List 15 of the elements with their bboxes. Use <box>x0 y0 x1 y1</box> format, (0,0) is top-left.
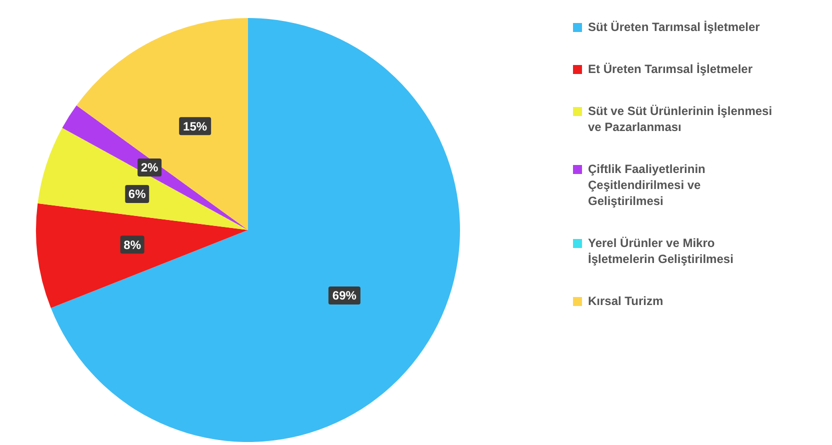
data-label: 2% <box>140 160 159 175</box>
data-label: 6% <box>128 187 146 202</box>
pie-slice <box>76 18 248 230</box>
legend-label: Süt ve Süt Ürünlerinin İşlenmesi ve Pazarlanması <box>588 104 772 134</box>
legend-label: Süt Üreten Tarımsal İşletmeler <box>588 20 760 34</box>
pie-slice <box>50 18 460 442</box>
data-label: 8% <box>124 238 142 252</box>
legend-label: Çiftlik Faaliyetlerinin Çeşitlendirilmesi ve Geliştirilmesi <box>588 162 706 208</box>
data-label: 15% <box>183 119 208 134</box>
legend-label: Yerel Ürünler ve Mikro İşletmelerin Geliştirilmesi <box>588 236 734 266</box>
pie-slice <box>36 203 248 308</box>
legend-label: Kırsal Turizm <box>588 294 664 308</box>
pie-slice <box>62 105 248 230</box>
legend-label: Et Üreten Tarımsal İşletmeler <box>588 62 753 76</box>
data-label: 69% <box>332 288 357 303</box>
